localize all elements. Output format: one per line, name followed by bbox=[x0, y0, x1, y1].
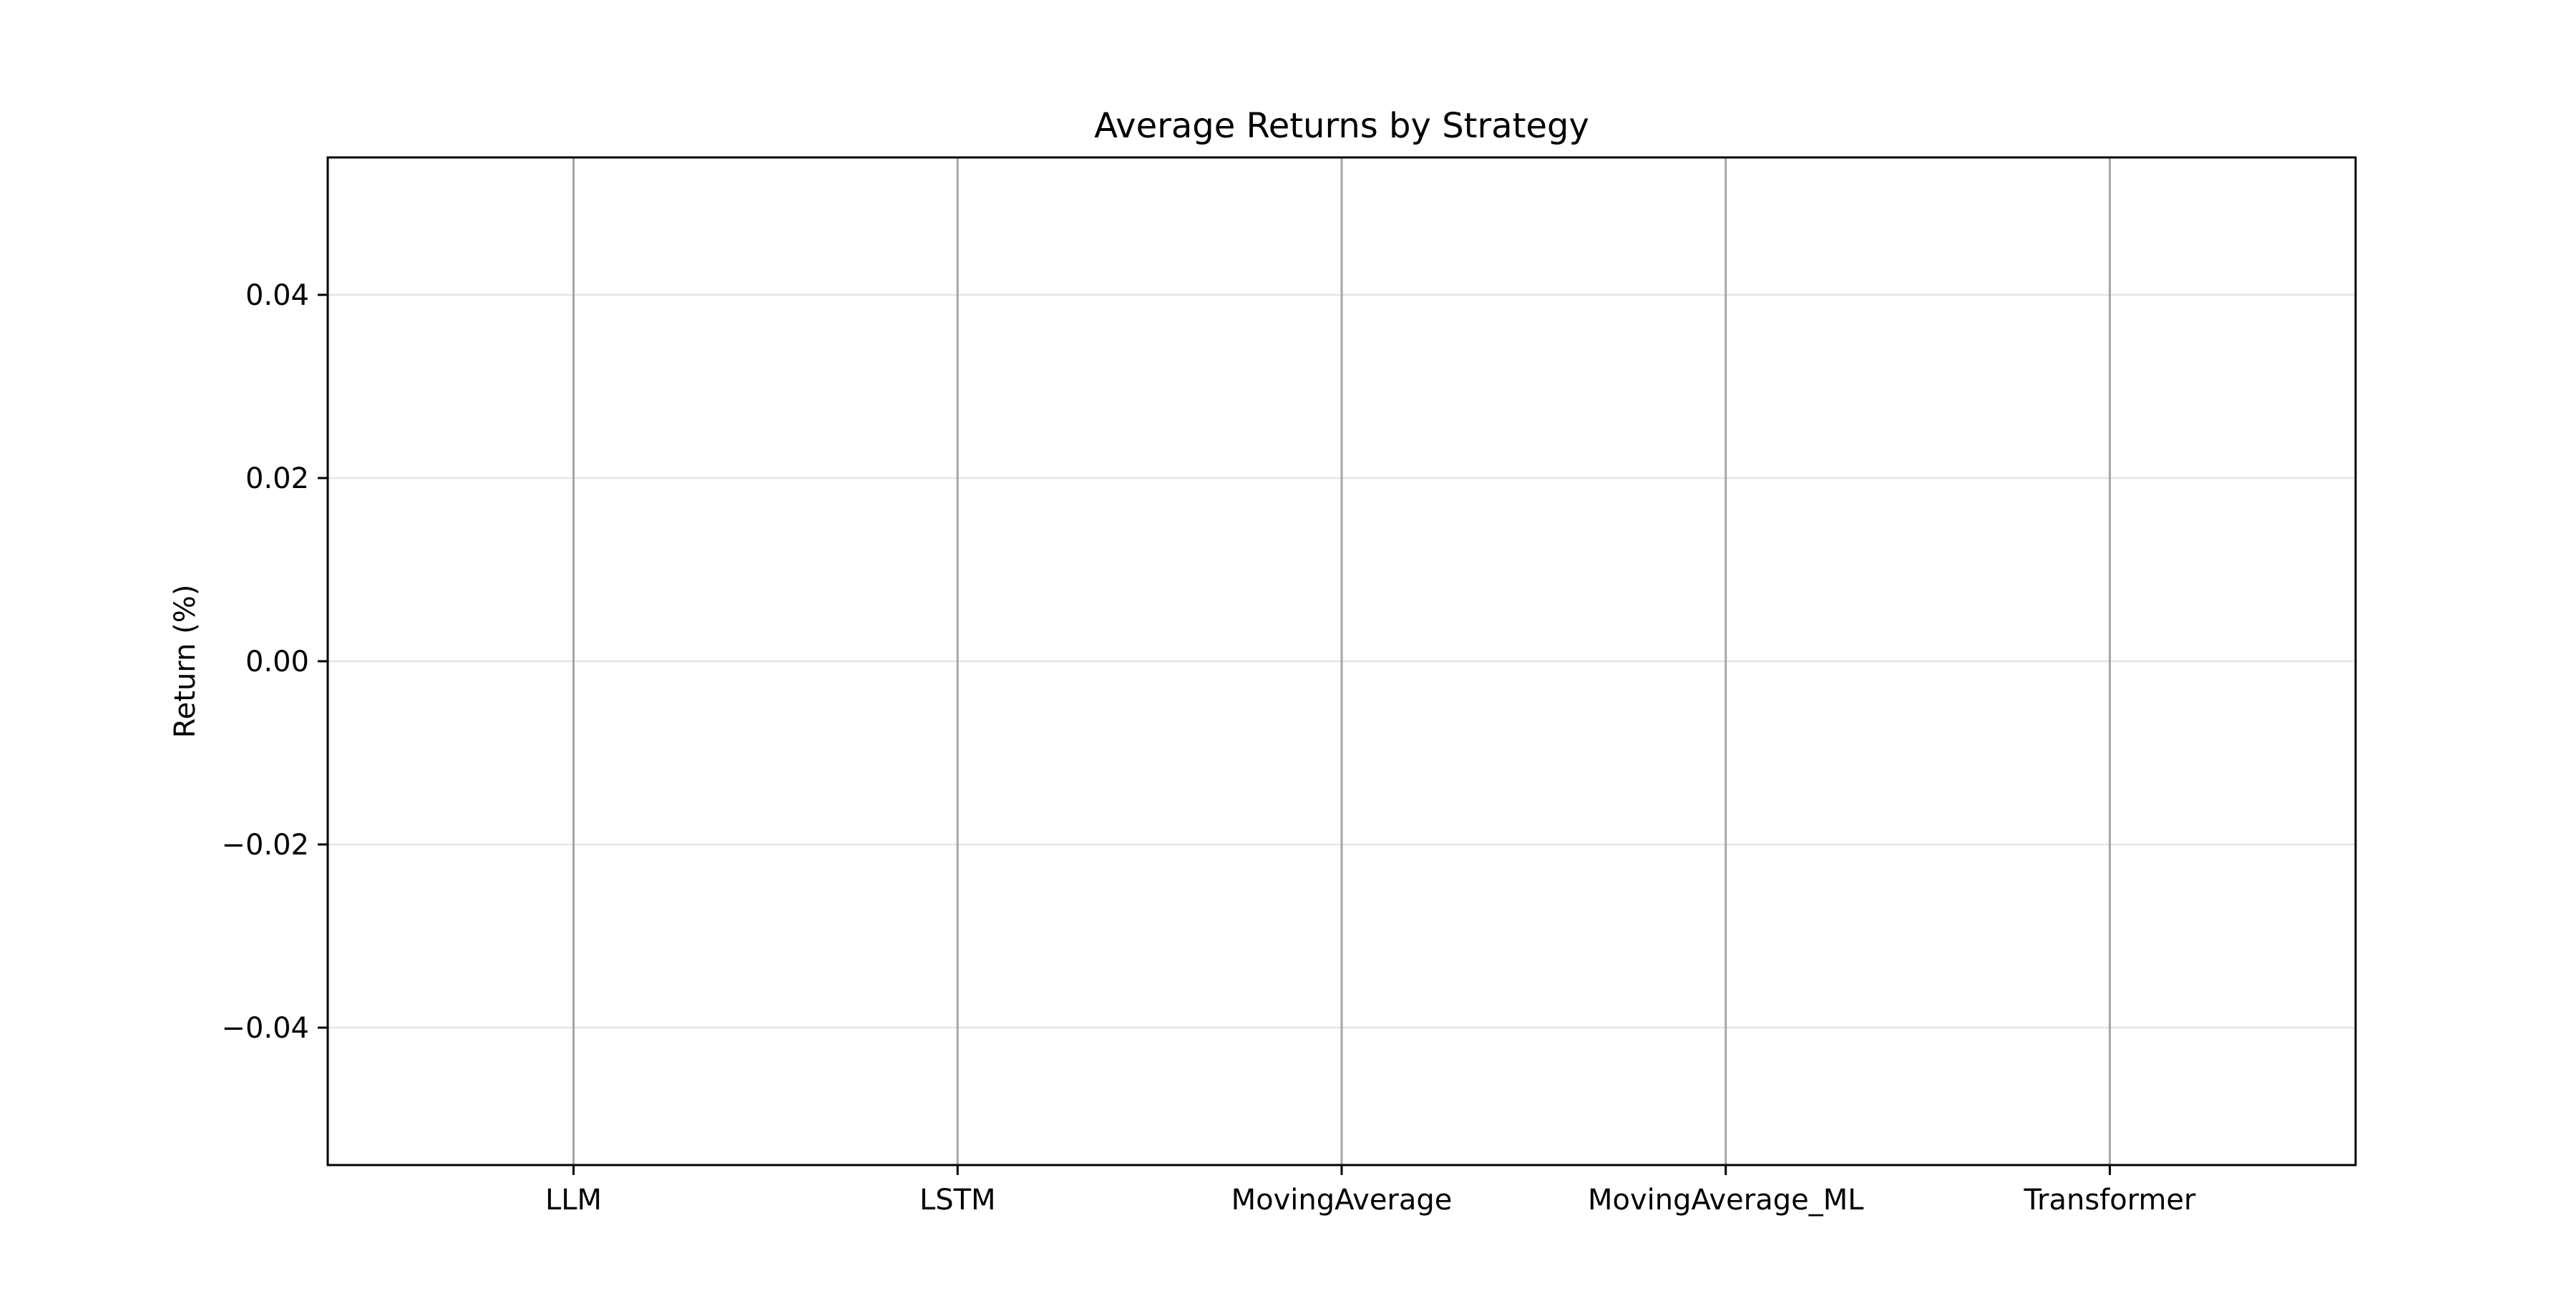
y-axis-ticks: −0.04 −0.02 0.00 0.02 0.04 bbox=[221, 279, 328, 1045]
y-tick-label: 0.02 bbox=[245, 462, 309, 495]
y-tick-label: −0.04 bbox=[221, 1012, 309, 1045]
chart-title: Average Returns by Strategy bbox=[1094, 106, 1589, 146]
x-tick-label: Transformer bbox=[2023, 1184, 2196, 1217]
x-tick-label: MovingAverage_ML bbox=[1588, 1184, 1864, 1217]
y-tick-label: −0.02 bbox=[221, 829, 309, 862]
y-tick-label: 0.00 bbox=[245, 646, 309, 678]
x-axis-ticks: LLM LSTM MovingAverage MovingAverage_ML Tran… bbox=[545, 1165, 2196, 1217]
y-axis-label: Return (%) bbox=[169, 585, 202, 739]
y-tick-label: 0.04 bbox=[245, 279, 309, 312]
x-tick-label: MovingAverage bbox=[1231, 1184, 1453, 1217]
x-tick-label: LLM bbox=[545, 1184, 602, 1217]
x-tick-label: LSTM bbox=[919, 1184, 996, 1217]
category-lines bbox=[572, 157, 2111, 1165]
